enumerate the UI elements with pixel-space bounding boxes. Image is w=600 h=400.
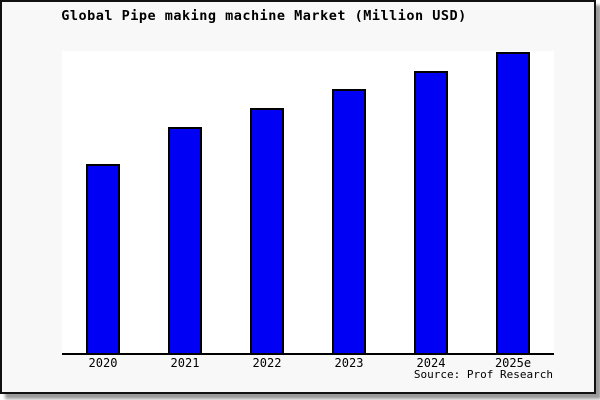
- x-tick-label-2022: 2022: [252, 356, 282, 370]
- bar-2024: [414, 70, 448, 353]
- bar-2022: [250, 108, 284, 353]
- bar-2021: [168, 126, 202, 353]
- bar-2023: [332, 89, 366, 353]
- x-tick-label-2021: 2021: [170, 356, 200, 370]
- x-axis-labels: 2020 2021 2022 2023 2024 2025e: [62, 356, 554, 370]
- x-tick-label-2025e: 2025e: [494, 356, 532, 370]
- bar-2025e: [496, 52, 530, 353]
- plot-area: [62, 51, 554, 355]
- chart-figure: Global Pipe making machine Market (Milli…: [0, 0, 596, 394]
- x-tick-label-2020: 2020: [88, 356, 118, 370]
- x-tick-label-2023: 2023: [334, 356, 364, 370]
- source-note: Source: Prof Research: [413, 368, 553, 381]
- chart-title: Global Pipe making machine Market (Milli…: [61, 8, 467, 24]
- x-tick-label-2024: 2024: [416, 356, 446, 370]
- bar-2020: [86, 163, 120, 353]
